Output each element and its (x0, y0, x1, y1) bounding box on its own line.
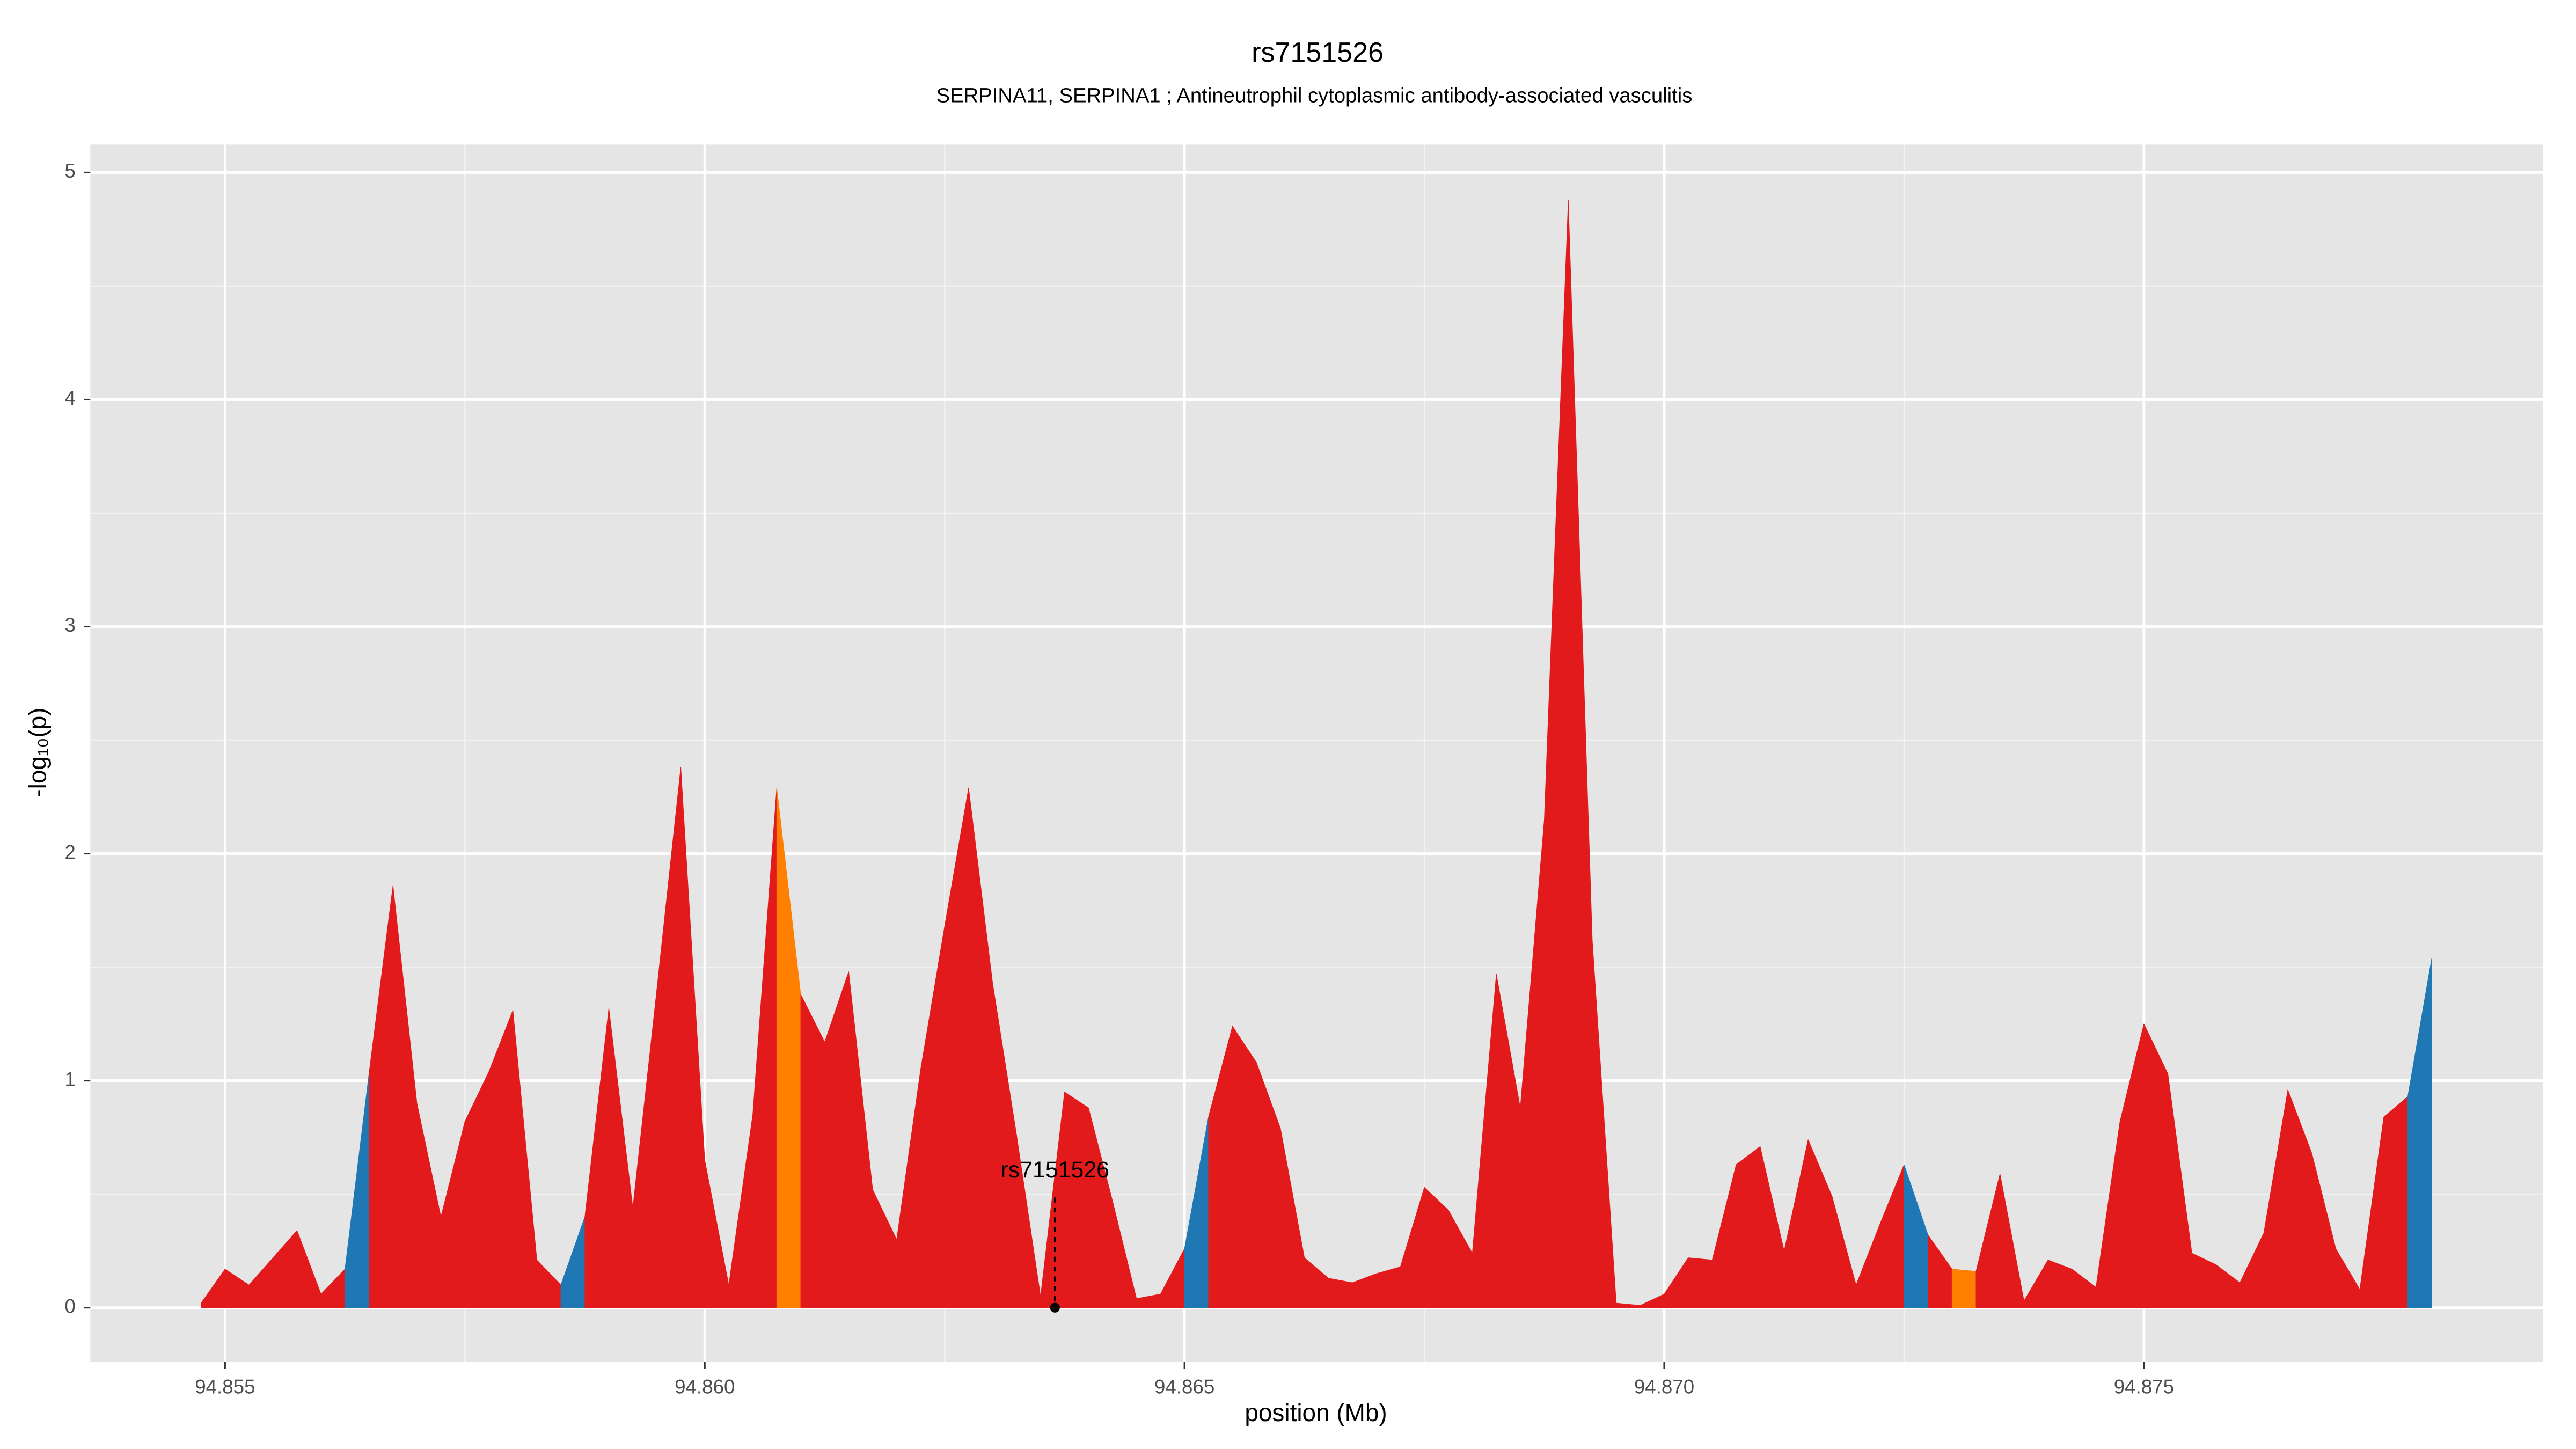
y-tick-label: 5 (64, 160, 75, 182)
annotation-point (1050, 1302, 1060, 1313)
y-tick-label: 3 (64, 614, 75, 636)
area-segment (800, 994, 825, 1308)
chart-title: rs7151526 (1252, 37, 1384, 68)
x-tick-label: 94.870 (1634, 1375, 1694, 1397)
area-segment (2407, 958, 2432, 1308)
area-segment (1328, 1278, 1353, 1308)
area-segment (1064, 1091, 1089, 1308)
area-segment (1232, 1025, 1257, 1308)
chart-subtitle: SERPINA11, SERPINA1 ; Antineutrophil cyt… (936, 84, 1693, 107)
y-tick-label: 4 (64, 387, 75, 409)
x-tick-label: 94.865 (1154, 1375, 1214, 1397)
area-segment (1736, 1146, 1761, 1308)
y-tick-label: 2 (64, 841, 75, 863)
annotation-label: rs7151526 (1001, 1157, 1109, 1183)
area-segment (2383, 1096, 2408, 1308)
area-segment (1376, 1266, 1401, 1308)
x-tick-label: 94.860 (675, 1375, 735, 1397)
x-tick-label: 94.875 (2114, 1375, 2174, 1397)
y-tick-label: 1 (64, 1068, 75, 1090)
x-tick-label: 94.855 (195, 1375, 255, 1397)
x-axis-label: position (Mb) (1245, 1399, 1387, 1426)
y-axis-label: -log₁₀(p) (24, 707, 52, 797)
area-segment (1688, 1257, 1713, 1308)
y-tick-label: 0 (64, 1295, 75, 1317)
area-segment (1951, 1269, 1977, 1308)
area-segment (2143, 1023, 2169, 1308)
